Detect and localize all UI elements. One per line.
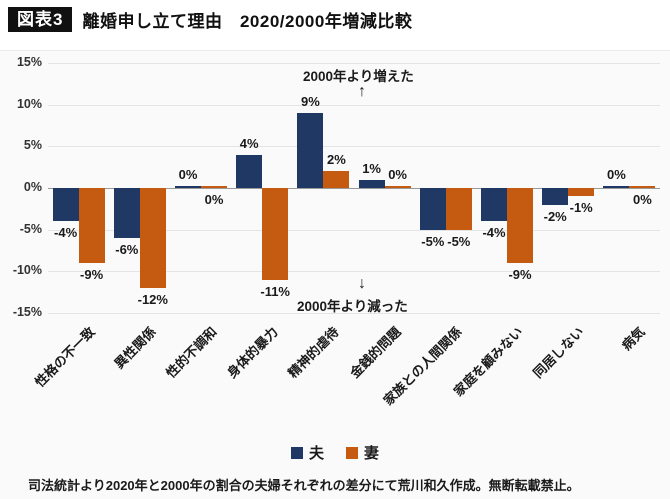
figure-header: 図表3 離婚申し立て理由 2020/2000年増減比較 xyxy=(8,7,412,32)
bar-夫 xyxy=(481,188,507,222)
x-axis-category-text: 身体的暴力 xyxy=(224,324,281,381)
bar-夫 xyxy=(236,154,263,188)
legend: 夫妻 xyxy=(0,442,670,463)
gridline xyxy=(48,104,660,106)
x-axis-category-text: 病気 xyxy=(619,324,649,354)
bar-value-label: -9% xyxy=(508,267,532,282)
bar-value-label: -4% xyxy=(54,225,78,241)
x-axis-category-text: 金銭的問題 xyxy=(346,324,404,381)
gridline xyxy=(48,313,660,314)
source-note: 司法統計より2020年と2000年の割合の夫婦それぞれの差分にて荒川和久作成。無… xyxy=(28,478,580,493)
gridline xyxy=(48,63,660,64)
bar-value-label: 0% xyxy=(632,192,652,207)
bar-夫 xyxy=(542,188,569,205)
bar-value-label: -4% xyxy=(482,225,506,241)
bar-妻 xyxy=(568,188,595,197)
bar-妻 xyxy=(629,186,656,188)
legend-label: 妻 xyxy=(364,445,380,462)
y-axis-tick-label: 10% xyxy=(16,96,42,111)
legend-swatch xyxy=(290,446,303,459)
bar-chart: 15% 10% 5% 0% -5% -10% -15% -4% -6% 0% 4% 9% 1% -5% -4… xyxy=(0,50,670,499)
bar-夫 xyxy=(603,186,630,188)
figure-number-badge: 図表3 xyxy=(8,7,73,32)
down-arrow-icon: ↓ xyxy=(358,275,366,292)
bar-妻 xyxy=(262,188,289,280)
bar-value-label: 0% xyxy=(388,167,407,182)
bar-夫 xyxy=(297,113,324,188)
y-axis-tick-label: 15% xyxy=(16,55,42,69)
up-arrow-icon: ↑ xyxy=(358,83,366,100)
annotation-decreased: 2000年より減った xyxy=(297,299,408,314)
legend-label: 夫 xyxy=(308,445,324,462)
x-axis-category-text: 精神的虐待 xyxy=(285,324,343,381)
figure-title: 離婚申し立て理由 2020/2000年増減比較 xyxy=(82,12,413,31)
bar-value-label: -11% xyxy=(260,283,290,299)
gridline xyxy=(48,188,660,189)
x-axis-category-text: 性的不調和 xyxy=(163,324,220,381)
legend-swatch xyxy=(346,446,358,459)
bar-夫 xyxy=(358,179,385,188)
y-axis-tick-label: -10% xyxy=(12,263,42,278)
bar-妻 xyxy=(507,188,533,263)
bar-value-label: 0% xyxy=(178,167,198,182)
bar-夫 xyxy=(175,186,201,188)
bar-value-label: 0% xyxy=(606,167,626,182)
bar-value-label: -6% xyxy=(115,242,139,257)
bar-value-label: -9% xyxy=(80,267,104,282)
gridline xyxy=(48,271,660,273)
x-axis-category-text: 同居しない xyxy=(530,324,587,381)
bar-value-label: 1% xyxy=(362,160,381,176)
x-axis-category-text: 異性関係 xyxy=(111,324,159,372)
y-axis-tick-label: -15% xyxy=(12,305,42,319)
bar-妻 xyxy=(78,188,105,263)
bar-value-label: -5% xyxy=(447,233,471,249)
x-axis-category-text: 性格の不一致 xyxy=(31,324,98,390)
bar-妻 xyxy=(201,186,227,188)
y-axis-tick-label: 5% xyxy=(23,138,42,153)
bar-value-label: 9% xyxy=(300,94,320,109)
y-axis-tick-label: -5% xyxy=(19,221,42,236)
bar-value-label: 4% xyxy=(239,135,259,151)
annotation-increased: 2000年より増えた xyxy=(303,69,414,84)
bar-夫 xyxy=(419,188,446,230)
bar-夫 xyxy=(52,188,79,222)
bar-夫 xyxy=(113,188,140,238)
bar-妻 xyxy=(384,186,411,188)
bar-value-label: -2% xyxy=(543,208,567,224)
bar-value-label: -12% xyxy=(137,292,168,307)
bar-value-label: -5% xyxy=(421,233,445,249)
bar-妻 xyxy=(445,188,472,230)
gridline xyxy=(48,146,660,148)
bar-妻 xyxy=(139,188,166,288)
bar-妻 xyxy=(323,171,350,188)
y-axis-tick-label: 0% xyxy=(23,180,42,194)
bar-value-label: 0% xyxy=(204,192,224,207)
bar-value-label: 2% xyxy=(326,152,346,168)
legend-item-夫: 夫 xyxy=(290,442,324,463)
bar-value-label: -1% xyxy=(569,200,593,216)
gridline xyxy=(48,229,660,231)
legend-item-妻: 妻 xyxy=(346,442,379,463)
